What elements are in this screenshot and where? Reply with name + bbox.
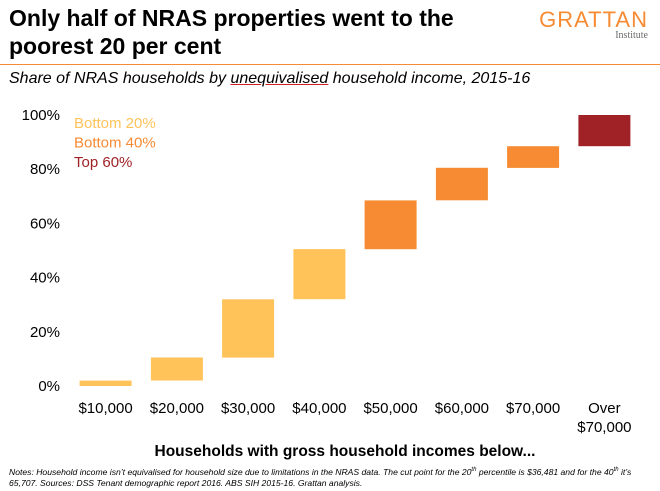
chart-subtitle: Share of NRAS households by unequivalise… xyxy=(9,70,530,88)
x-tick-label: $30,000 xyxy=(221,400,275,417)
legend-entry: Bottom 20% xyxy=(74,115,156,132)
waterfall-bar xyxy=(293,249,346,300)
notes-text-1: Notes: Household income isn’t equivalise… xyxy=(9,466,472,477)
legend-entry: Bottom 40% xyxy=(74,135,156,152)
y-tick-label: 40% xyxy=(30,270,60,287)
x-tick-label: $20,000 xyxy=(150,400,204,417)
waterfall-bar xyxy=(79,380,132,386)
y-tick-label: 60% xyxy=(30,215,60,232)
notes-sup-1: th xyxy=(471,467,477,473)
chart-notes: Notes: Household income isn’t equivalise… xyxy=(9,465,654,489)
waterfall-bar xyxy=(364,200,417,250)
waterfall-bar xyxy=(507,146,560,168)
notes-sup-2: th xyxy=(613,467,619,473)
waterfall-bar xyxy=(435,167,488,201)
x-tick-label: $70,000 xyxy=(577,419,631,436)
y-tick-label: 0% xyxy=(38,378,60,395)
legend-entry: Top 60% xyxy=(74,154,132,171)
y-tick-label: 80% xyxy=(30,161,60,178)
x-tick-label: $50,000 xyxy=(363,400,417,417)
x-tick-label: $60,000 xyxy=(435,400,489,417)
x-axis-title: Households with gross household incomes … xyxy=(155,443,536,460)
notes-text-3: it’s 65,707. Sources: DSS Tenant demogra… xyxy=(9,466,632,488)
x-tick-label: $10,000 xyxy=(78,400,132,417)
waterfall-bar xyxy=(222,299,275,358)
logo-wordmark: GRATTAN xyxy=(539,7,648,32)
subtitle-part-2: household income, 2015-16 xyxy=(328,70,531,87)
x-tick-label: $70,000 xyxy=(506,400,560,417)
notes-text-2: percentile is $36,481 and for the 40 xyxy=(476,466,614,477)
logo-subtext: Institute xyxy=(615,30,648,41)
y-tick-label: 100% xyxy=(22,107,60,124)
grattan-logo: GRATTAN Institute xyxy=(539,8,648,41)
y-tick-label: 20% xyxy=(30,324,60,341)
waterfall-bar xyxy=(578,115,631,147)
header-divider xyxy=(0,64,660,65)
x-tick-label: $40,000 xyxy=(292,400,346,417)
subtitle-underlined-word: unequivalised xyxy=(230,70,329,87)
x-tick-label: Over xyxy=(588,400,621,417)
chart-title: Only half of NRAS properties went to the… xyxy=(9,5,454,59)
subtitle-part-1: Share of NRAS households by xyxy=(9,70,231,87)
waterfall-bar xyxy=(150,357,203,381)
